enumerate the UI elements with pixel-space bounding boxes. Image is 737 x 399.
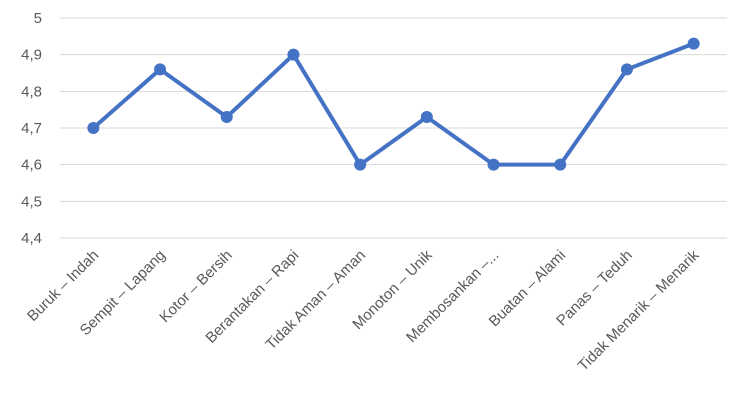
- data-point: [420, 111, 433, 123]
- data-point: [354, 158, 367, 171]
- y-tick-label: 4,8: [21, 83, 42, 100]
- data-point: [154, 63, 167, 76]
- y-tick-label: 4,4: [21, 230, 42, 247]
- y-tick-label: 4,7: [21, 120, 42, 137]
- data-point: [487, 158, 500, 171]
- data-point: [287, 48, 300, 61]
- y-tick-label: 4,5: [21, 193, 42, 210]
- y-tick-label: 4,6: [21, 157, 42, 174]
- data-point: [554, 158, 567, 171]
- data-point: [220, 111, 233, 123]
- data-point: [687, 37, 700, 50]
- y-tick-label: 4,9: [21, 47, 42, 64]
- y-gridlines: [60, 17, 727, 239]
- series-line: [91, 41, 696, 167]
- y-tick-labels: 4,4 4,5 4,6 4,7 4,8 4,9 5: [21, 10, 42, 247]
- x-tick-label: Tidak Menarik – Menarik: [575, 246, 703, 374]
- data-point: [620, 63, 633, 76]
- data-point: [87, 122, 100, 134]
- y-tick-label: 5: [34, 10, 42, 27]
- series: [87, 37, 700, 171]
